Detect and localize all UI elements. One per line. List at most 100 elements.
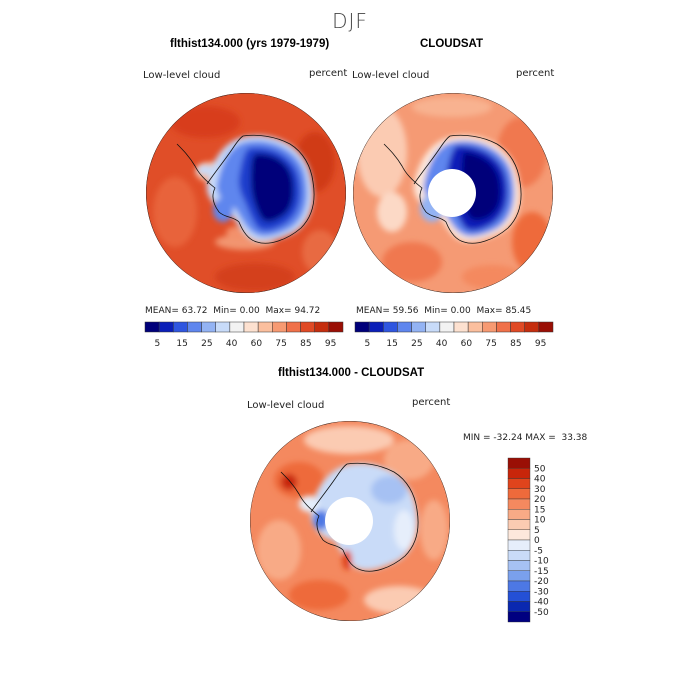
mean-value: 63.72: [181, 306, 208, 316]
colorbar-1-tick-label: 75: [275, 339, 286, 349]
colorbar-1-tick-label: 25: [201, 339, 212, 349]
colorbar-1-swatch: [187, 321, 202, 333]
panel-3-units: percent: [412, 397, 451, 408]
min-label: Min=: [424, 306, 448, 316]
colorbar-diff-tick-label: 15: [534, 505, 545, 515]
colorbar-1-swatch: [314, 321, 330, 333]
colorbar-2-swatch: [425, 321, 441, 333]
colorbar-2-swatch: [482, 321, 497, 333]
season-title: DJF: [332, 9, 368, 33]
colorbar-panel-1: 5 15 25 40 60 75 85 95: [144, 321, 344, 349]
map-2-field: [353, 93, 553, 293]
colorbar-diff-swatch: [507, 601, 531, 612]
colorbar-diff-swatch: [507, 529, 531, 541]
colorbar-2-swatch: [524, 321, 540, 333]
colorbar-2-tick-label: 15: [386, 339, 397, 349]
colorbar-diff-swatch: [507, 498, 531, 510]
panel-1-variable: Low-level cloud: [143, 70, 221, 81]
colorbar-1-tick-label: 60: [251, 339, 263, 349]
max-value: 85.45: [505, 306, 532, 316]
colorbar-2-swatch: [354, 321, 370, 333]
colorbar-2-tick-label: 25: [411, 339, 422, 349]
mean-label: MEAN=: [145, 306, 179, 316]
colorbar-1-swatch: [272, 321, 287, 333]
colorbar-diff-tick-label: 5: [534, 526, 540, 536]
colorbar-diff-swatch: [507, 570, 531, 582]
mean-label: MEAN=: [356, 306, 390, 316]
colorbar-diff-tick-label: -40: [534, 598, 549, 608]
colorbar-diff-tick-label: -15: [534, 567, 549, 577]
colorbar-2-swatch: [453, 321, 469, 333]
colorbar-diff-tick-label: 20: [534, 495, 546, 505]
colorbar-1-swatch: [257, 321, 273, 333]
colorbar-diff-swatch: [507, 488, 531, 500]
colorbar-diff-tick-label: 0: [534, 536, 540, 546]
colorbar-diff-swatch: [507, 478, 531, 489]
min-value: 0.00: [450, 306, 471, 316]
colorbar-diff-swatch: [507, 560, 531, 571]
colorbar-1-swatch: [328, 321, 344, 333]
map-1-ice: [197, 135, 314, 242]
colorbar-diff-swatch: [507, 611, 531, 623]
map-panel-1: [146, 93, 346, 293]
mean-value: 59.56: [392, 306, 419, 316]
map-panel-3: [250, 421, 450, 621]
colorbar-1-swatch: [300, 321, 315, 333]
panel-1-units: percent: [309, 68, 348, 79]
colorbar-1-tick-label: 40: [226, 339, 238, 349]
min-value: 0.00: [239, 306, 260, 316]
colorbar-1-swatch: [173, 321, 188, 333]
map-1-field: [146, 93, 346, 293]
colorbar-1-swatch: [243, 321, 259, 333]
colorbar-2-swatch: [411, 321, 426, 333]
panel-2-title: CLOUDSAT: [420, 38, 484, 50]
colorbar-2-tick-label: 75: [485, 339, 496, 349]
colorbar-diff-tick-label: 40: [534, 475, 546, 485]
colorbar-diff-swatch: [507, 580, 531, 592]
panel-3-variable: Low-level cloud: [247, 400, 325, 411]
colorbar-diff-swatch: [507, 519, 531, 530]
panel-3-title: flthist134.000 - CLOUDSAT: [278, 367, 425, 379]
colorbar-diff-swatch: [507, 509, 531, 520]
colorbar-2-swatch: [397, 321, 412, 333]
colorbar-diff-tick-label: 10: [534, 516, 546, 526]
colorbar-1-swatch: [158, 321, 174, 333]
colorbar-1-swatch: [215, 321, 231, 333]
colorbar-2-tick-label: 85: [510, 339, 521, 349]
colorbar-2-tick-label: 5: [365, 339, 371, 349]
colorbar-2-swatch: [439, 321, 455, 333]
colorbar-diff-swatch: [507, 550, 531, 561]
colorbar-2-swatch: [383, 321, 398, 333]
colorbar-diff-swatch: [507, 468, 531, 479]
colorbar-1-tick-label: 85: [300, 339, 311, 349]
colorbar-2-swatch: [467, 321, 483, 333]
colorbar-1-tick-label: 5: [155, 339, 161, 349]
colorbar-diff-tick-label: -30: [534, 587, 549, 597]
colorbar-1-swatch: [144, 321, 160, 333]
map-3-blobs: [257, 426, 448, 614]
colorbar-2-swatch: [510, 321, 525, 333]
max-label: Max=: [476, 306, 503, 316]
colorbar-2-tick-label: 95: [535, 339, 546, 349]
max-label: Max=: [265, 306, 292, 316]
panel-3-minmax: MIN = -32.24 MAX = 33.38: [463, 433, 588, 443]
colorbar-diff-tick-label: -5: [534, 546, 543, 556]
colorbar-2-swatch: [368, 321, 384, 333]
colorbar-diff-swatch: [507, 457, 531, 469]
colorbar-diff-swatch: [507, 539, 531, 551]
colorbar-diff-tick-label: 50: [534, 464, 546, 474]
colorbar-diff-tick-label: -10: [534, 557, 549, 567]
colorbar-diff-tick-label: -20: [534, 577, 549, 587]
colorbar-1-swatch: [201, 321, 216, 333]
min-label: Min=: [213, 306, 237, 316]
colorbar-diff-swatch: [507, 591, 531, 602]
map-3-field: [250, 421, 450, 621]
panel-2-stats: MEAN= 59.56 Min= 0.00 Max= 85.45: [356, 306, 531, 316]
colorbar-panel-2: 5 15 25 40 60 75 85 95: [354, 321, 554, 349]
max-value: 94.72: [294, 306, 321, 316]
panel-1-title: flthist134.000 (yrs 1979-1979): [170, 38, 330, 50]
panel-1-stats: MEAN= 63.72 Min= 0.00 Max= 94.72: [145, 306, 320, 316]
colorbar-1-tick-label: 95: [325, 339, 336, 349]
colorbar-2-swatch: [538, 321, 554, 333]
